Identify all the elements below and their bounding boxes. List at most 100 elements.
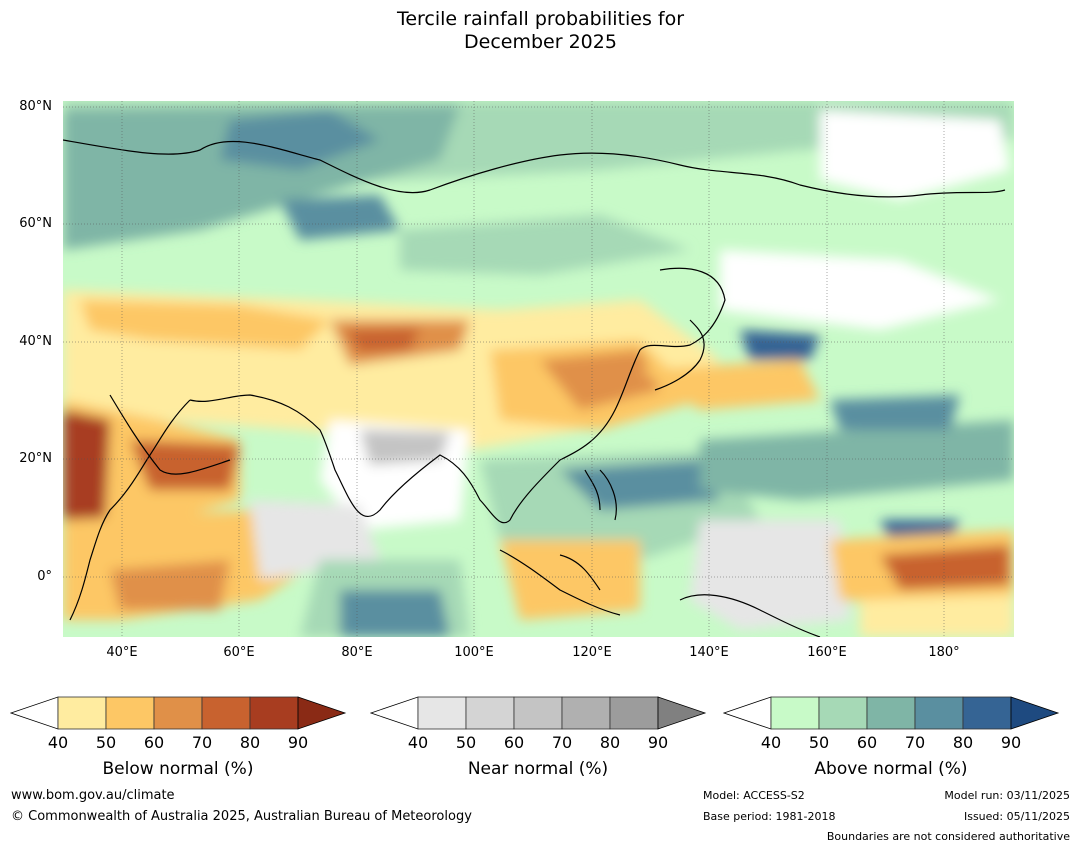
- disclaimer-text: Boundaries are not considered authoritat…: [826, 830, 1070, 843]
- lon-label-40e: 40°E: [106, 645, 138, 660]
- colorbar-near-tick: 70: [551, 733, 573, 752]
- colorbar-near: [370, 696, 707, 730]
- colorbar-below-tick: 90: [287, 733, 309, 752]
- region-philippine-above-strong: [560, 460, 720, 510]
- base-period-text: Base period: 1981-2018: [703, 810, 836, 823]
- philippines-coast: [584, 469, 617, 521]
- colorbar-below-tick: 60: [143, 733, 165, 752]
- region-japan-below: [640, 360, 820, 410]
- lon-label-180: 180°: [928, 645, 960, 660]
- colorbar-near-high-extension: [657, 696, 707, 730]
- region-eastafrica-below-strong: [110, 560, 230, 610]
- colorbar-above-bin: [914, 696, 964, 730]
- colorbar-above: [723, 696, 1060, 730]
- lon-label-160e: 160°E: [807, 645, 847, 660]
- colorbar-near-bin: [609, 696, 659, 730]
- colorbar-above-tick: 50: [808, 733, 830, 752]
- region-india-near: [360, 430, 450, 465]
- region-westasia-below: [80, 300, 330, 350]
- colorbar-near-tick: 40: [407, 733, 429, 752]
- map-title-line2: December 2025: [464, 31, 617, 53]
- colorbar-above-bin: [770, 696, 820, 730]
- colorbar-near-bin: [465, 696, 515, 730]
- rainfall-map: [63, 101, 1014, 637]
- region-pacific-near: [690, 520, 850, 630]
- grid-lines: [63, 101, 1014, 637]
- model-text: Model: ACCESS-S2: [703, 789, 805, 802]
- issued-text: Issued: 05/11/2025: [963, 810, 1070, 823]
- indonesia-coast: [499, 549, 621, 616]
- colorbar-below-tick: 80: [239, 733, 261, 752]
- colorbar-near-bin: [417, 696, 467, 730]
- lon-label-100e: 100°E: [454, 645, 494, 660]
- colorbar-above-high-extension: [1010, 696, 1060, 730]
- region-indonesia-below: [500, 540, 640, 620]
- copyright-text: © Commonwealth of Australia 2025, Austra…: [11, 809, 472, 824]
- colorbar-near-tick: 90: [647, 733, 669, 752]
- red-sea-coast: [109, 394, 231, 475]
- colorbar-above-tick: 60: [856, 733, 878, 752]
- region-central-above: [400, 215, 690, 275]
- probability-field: [63, 101, 1014, 637]
- lon-label-60e: 60°E: [223, 645, 255, 660]
- colorbar-near-bin: [561, 696, 611, 730]
- colorbar-below-bin: [249, 696, 299, 730]
- colorbar-below-tick: 40: [47, 733, 69, 752]
- lat-label-0: 0°: [37, 569, 52, 584]
- map-title: Tercile rainfall probabilities for Decem…: [0, 8, 1081, 54]
- region-indianocean-above-strong: [340, 590, 450, 637]
- colorbar-near-low-extension: [370, 696, 419, 730]
- lon-label-120e: 120°E: [572, 645, 612, 660]
- lat-label-60n: 60°N: [19, 216, 52, 231]
- colorbar-below-bin: [105, 696, 155, 730]
- colorbar-above-bin: [866, 696, 916, 730]
- region-equatorial-pacific-below-strong: [880, 545, 1010, 590]
- region-ural-above-strong: [220, 110, 380, 170]
- region-southpacific-below: [860, 595, 1014, 637]
- model-run-text: Model run: 03/11/2025: [944, 789, 1070, 802]
- colorbar-near-tick: 50: [455, 733, 477, 752]
- colorbar-above-tick: 90: [1000, 733, 1022, 752]
- colorbar-above-tick: 40: [760, 733, 782, 752]
- region-tarim-below-strong: [345, 328, 420, 352]
- colorbar-below-low-extension: [10, 696, 59, 730]
- japan-coast: [654, 319, 705, 391]
- website-link[interactable]: www.bom.gov.au/climate: [11, 788, 175, 803]
- colorbar-above-tick: 80: [952, 733, 974, 752]
- colorbar-near-bin: [513, 696, 563, 730]
- lat-label-40n: 40°N: [19, 334, 52, 349]
- map-title-line1: Tercile rainfall probabilities for: [396, 8, 685, 30]
- region-westpacific-above: [700, 420, 1014, 500]
- colorbar-below: [10, 696, 347, 730]
- region-westsib-above-strong: [280, 195, 400, 240]
- region-horn-below-strong: [63, 410, 110, 530]
- lon-label-140e: 140°E: [689, 645, 729, 660]
- probability-regions: [63, 101, 1014, 637]
- region-east-white: [820, 110, 1010, 200]
- colorbar-above-bin: [818, 696, 868, 730]
- region-pacific-white: [720, 250, 1000, 330]
- colorbar-below-high-extension: [297, 696, 347, 730]
- region-china-below-strong: [540, 350, 660, 410]
- colorbar-above-bin: [962, 696, 1012, 730]
- region-pacific-above-strong: [830, 395, 960, 430]
- colorbar-near-tick: 80: [599, 733, 621, 752]
- colorbar-below-title: Below normal (%): [102, 759, 254, 779]
- colorbar-below-tick: 70: [191, 733, 213, 752]
- region-nwpacific-above-strong: [740, 330, 820, 360]
- colorbar-above-tick: 70: [904, 733, 926, 752]
- colorbar-below-tick: 50: [95, 733, 117, 752]
- africa-east-coast: [69, 399, 191, 621]
- colorbar-below-bin: [153, 696, 203, 730]
- arctic-coast: [63, 139, 1006, 198]
- lat-label-20n: 20°N: [19, 451, 52, 466]
- colorbar-near-title: Near normal (%): [467, 759, 609, 779]
- colorbar-below-bin: [57, 696, 107, 730]
- colorbar-above-title: Above normal (%): [814, 759, 968, 779]
- colorbar-near-tick: 60: [503, 733, 525, 752]
- region-arabia-below-strong: [130, 440, 240, 490]
- colorbar-below-bin: [201, 696, 251, 730]
- colorbar-above-low-extension: [723, 696, 772, 730]
- lat-label-80n: 80°N: [19, 99, 52, 114]
- asia-south-coast: [189, 267, 726, 524]
